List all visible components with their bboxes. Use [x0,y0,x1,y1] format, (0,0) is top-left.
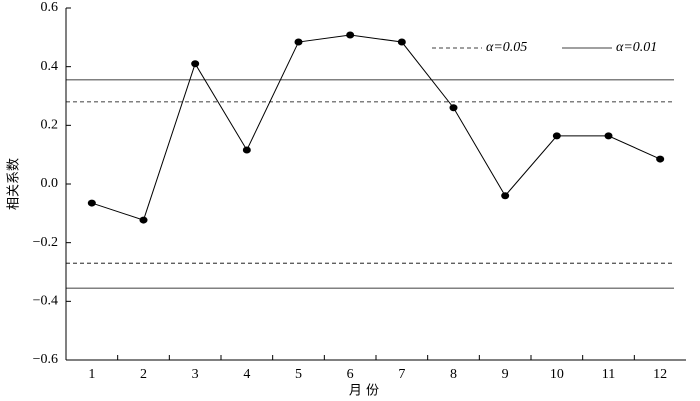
y-tick-label: −0.4 [33,294,58,309]
y-tick-label: 0.4 [41,59,59,74]
x-tick-label: 7 [398,367,405,382]
y-tick-label: 0.0 [41,176,59,191]
legend-label: α=0.05 [486,40,527,55]
x-tick-label: 5 [295,367,302,382]
data-point [397,38,406,46]
x-tick-label: 2 [140,367,147,382]
x-tick-label: 3 [192,367,199,382]
y-tick-label: −0.6 [33,352,58,367]
x-tick-label: 4 [243,367,250,382]
data-point [604,132,613,140]
y-tick-label: 0.6 [41,0,59,15]
data-point [346,31,355,39]
data-point [294,38,303,46]
data-point [242,146,251,154]
data-point [87,199,96,207]
y-tick-label: 0.2 [41,118,59,133]
legend-label: α=0.01 [616,40,657,55]
y-axis-label: 相关系数 [7,158,22,210]
data-point [501,192,510,200]
data-point [552,132,561,140]
x-tick-label: 11 [602,367,615,382]
x-tick-label: 8 [450,367,457,382]
x-tick-label: 10 [550,367,564,382]
y-tick-label: −0.2 [33,235,58,250]
x-tick-label: 9 [502,367,509,382]
x-axis-label: 月 份 [349,384,379,399]
data-point [191,60,200,68]
x-tick-label: 12 [653,367,667,382]
data-point [656,155,665,163]
data-point [449,104,458,112]
x-tick-label: 6 [347,367,354,382]
data-line [91,34,661,221]
x-tick-label: 1 [88,367,95,382]
data-point [139,216,148,224]
